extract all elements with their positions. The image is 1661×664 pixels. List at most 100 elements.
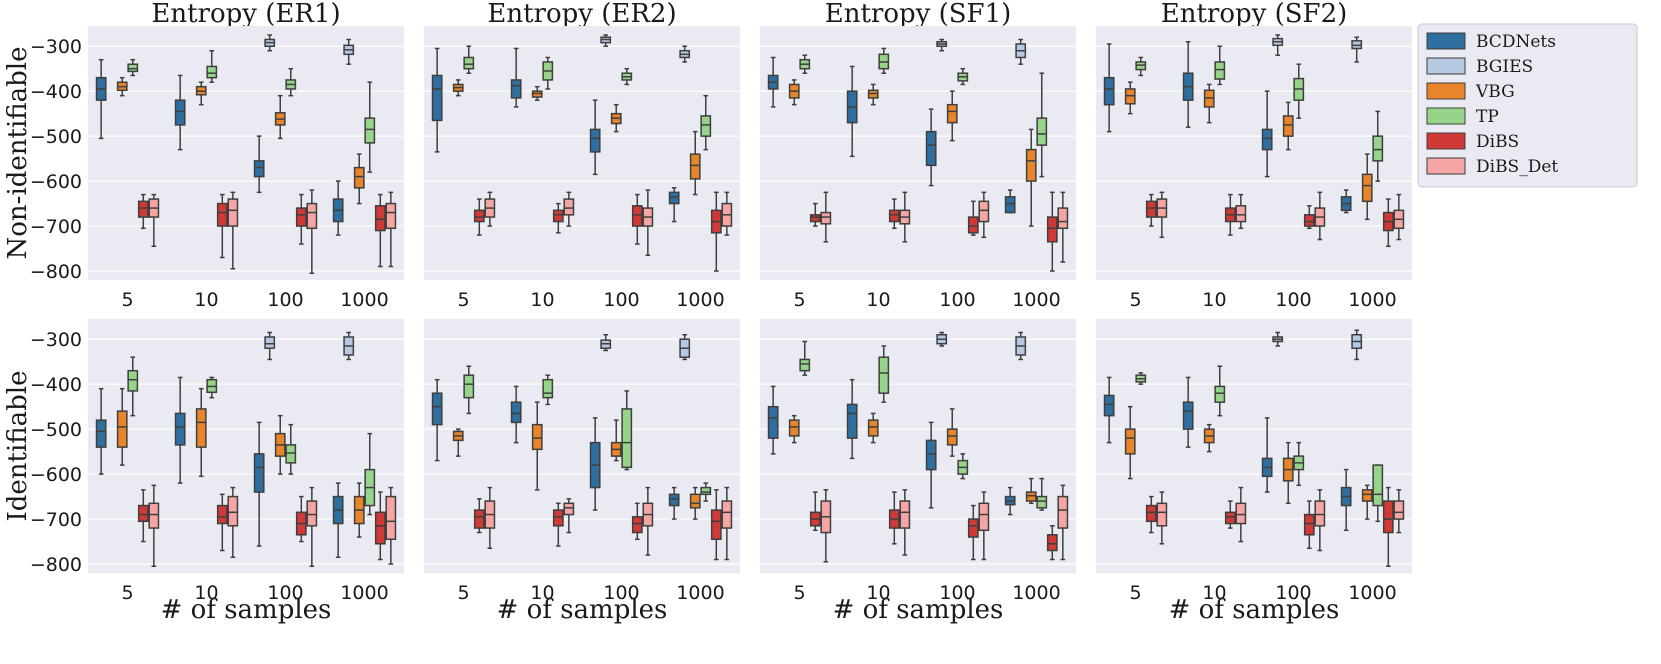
box-vbg — [788, 419, 800, 437]
box-bcdnets — [925, 439, 937, 471]
panel-background-5 — [88, 319, 404, 573]
box-tp — [542, 378, 554, 399]
legend-label-dibs: DiBS — [1476, 132, 1519, 152]
box-dibs — [1046, 216, 1058, 243]
panel-background-3 — [760, 26, 1076, 280]
box-tp — [463, 56, 475, 70]
box-bcdnets — [253, 453, 265, 493]
y-tick-label: −600 — [30, 464, 82, 486]
y-tick-label: −600 — [30, 171, 82, 193]
box-dibs — [473, 509, 485, 529]
y-tick-label: −500 — [30, 419, 82, 441]
panel-background-6 — [424, 319, 740, 573]
box-bcdnets — [253, 160, 265, 178]
x-tick-label: 100 — [603, 289, 639, 311]
box-dibs-det — [148, 502, 160, 529]
legend-box — [1417, 23, 1638, 188]
box-bcdnets — [95, 419, 107, 448]
box-tp — [621, 408, 633, 469]
legend-label-bcdnets: BCDNets — [1476, 32, 1556, 52]
box-tp — [127, 63, 139, 73]
panel-background-1 — [88, 26, 404, 280]
box-bgies — [264, 336, 276, 349]
legend-swatch-dibs-det — [1426, 157, 1466, 175]
x-tick-label: 10 — [530, 289, 554, 311]
box-tp — [1036, 117, 1048, 146]
panel-title-2: Entropy (ER2) — [487, 0, 676, 29]
x-tick-label: 10 — [194, 289, 218, 311]
box-dibs — [552, 209, 564, 223]
x-tick-label: 1000 — [676, 582, 724, 604]
panel-title-4: Entropy (SF2) — [1161, 0, 1348, 29]
box-tp — [127, 369, 139, 392]
box-dibs — [295, 207, 307, 227]
box-dibs — [1145, 200, 1157, 218]
x-tick-label: 100 — [1275, 582, 1311, 604]
box-tp — [878, 356, 890, 394]
row-label-2: Identifiable — [3, 371, 33, 522]
box-tp — [463, 374, 475, 399]
box-dibs-det — [1156, 502, 1168, 527]
y-tick-label: −700 — [30, 216, 82, 238]
box-bcdnets — [510, 401, 522, 424]
box-dibs-det — [978, 502, 990, 532]
box-dibs — [137, 504, 149, 523]
box-dibs — [631, 205, 643, 227]
box-tp — [1372, 464, 1384, 507]
box-bcdnets — [510, 79, 522, 99]
panel-background-4 — [1096, 26, 1412, 280]
box-tp — [285, 444, 297, 464]
box-vbg — [946, 428, 958, 446]
box-dibs-det — [1393, 500, 1405, 520]
legend-swatch-dibs — [1426, 132, 1466, 150]
y-tick-label: −800 — [30, 261, 82, 283]
box-bcdnets — [1103, 394, 1115, 417]
y-tick-label: −400 — [30, 374, 82, 396]
x-axis-label: # of samples — [1169, 595, 1340, 625]
box-dibs — [967, 216, 979, 234]
box-dibs-det — [385, 495, 397, 541]
box-vbg — [1361, 173, 1373, 203]
box-vbg — [689, 153, 701, 180]
box-dibs-det — [721, 500, 733, 529]
box-tp — [799, 358, 811, 372]
box-bcdnets — [1103, 76, 1115, 106]
box-dibs-det — [563, 198, 575, 216]
x-tick-label: 1000 — [340, 289, 388, 311]
panel-background-2 — [424, 26, 740, 280]
box-vbg — [531, 423, 543, 451]
box-bcdnets — [1004, 196, 1016, 214]
legend-swatch-vbg — [1426, 82, 1466, 100]
box-bcdnets — [767, 405, 779, 439]
box-dibs-det — [227, 198, 239, 227]
legend-swatch-bgies — [1426, 57, 1466, 75]
box-dibs — [1224, 511, 1236, 525]
box-vbg — [1361, 489, 1373, 502]
box-dibs — [809, 214, 821, 223]
box-dibs — [473, 209, 485, 223]
box-dibs-det — [1235, 502, 1247, 525]
box-dibs — [1382, 500, 1394, 534]
legend-swatch-bcdnets — [1426, 32, 1466, 50]
x-tick-label: 100 — [939, 582, 975, 604]
box-bcdnets — [668, 191, 680, 205]
box-tp — [1036, 495, 1048, 509]
legend-swatch-tp — [1426, 107, 1466, 125]
row-label-1: Non-identifiable — [3, 47, 33, 260]
x-tick-label: 1000 — [1012, 289, 1060, 311]
box-bcdnets — [668, 493, 680, 507]
box-vbg — [689, 493, 701, 509]
x-tick-label: 5 — [1129, 582, 1141, 604]
legend-label-dibs-det: DiBS_Det — [1476, 157, 1558, 177]
x-tick-label: 1000 — [1348, 289, 1396, 311]
x-tick-label: 5 — [793, 289, 805, 311]
box-tp — [1214, 385, 1226, 403]
box-dibs-det — [227, 495, 239, 527]
box-tp — [700, 115, 712, 137]
box-dibs — [888, 209, 900, 223]
box-vbg — [1025, 491, 1037, 502]
x-tick-label: 100 — [1275, 289, 1311, 311]
x-tick-label: 10 — [1202, 582, 1226, 604]
x-tick-label: 1000 — [1012, 582, 1060, 604]
